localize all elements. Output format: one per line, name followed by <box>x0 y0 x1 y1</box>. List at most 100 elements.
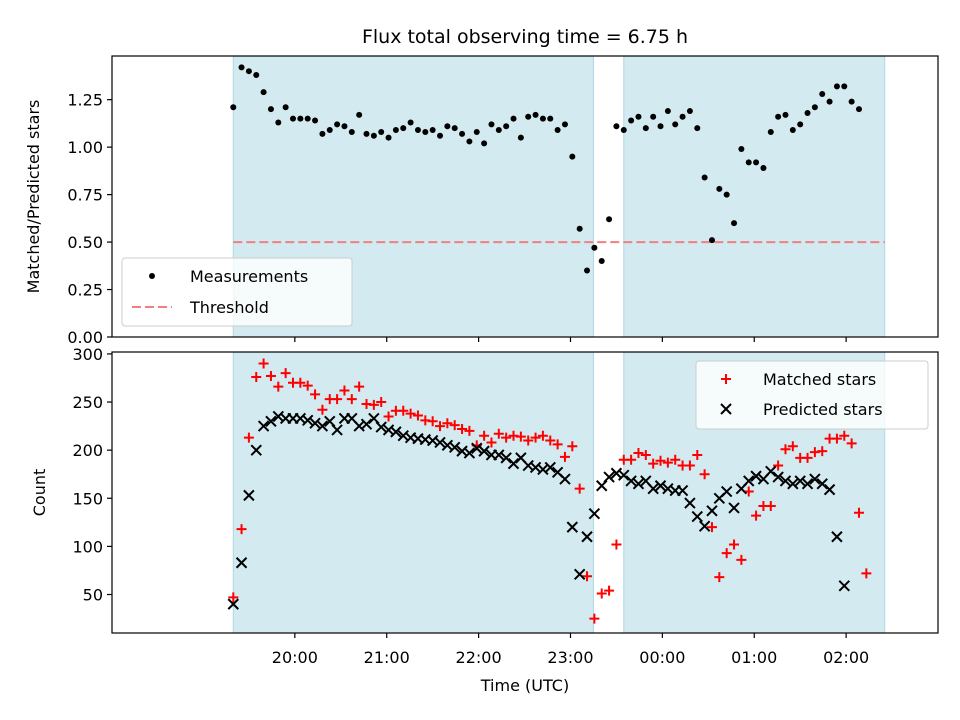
matched-stars-point <box>626 454 637 465</box>
measurement-point <box>775 113 782 120</box>
measurement-point <box>370 132 377 139</box>
measurement-point <box>760 165 767 172</box>
predicted-stars-point <box>603 471 615 483</box>
measurement-point <box>495 127 502 134</box>
y-tick-label: 100 <box>72 537 103 556</box>
count-legend: Matched stars Predicted stars <box>695 360 929 430</box>
measurement-point <box>378 128 385 135</box>
measurement-point <box>848 98 855 105</box>
matched-stars-point <box>648 458 659 469</box>
x-tick-label: 01:00 <box>731 648 777 667</box>
matched-stars-point <box>839 430 850 441</box>
matched-stars-point <box>405 408 416 419</box>
measurement-point <box>833 83 840 90</box>
matched-stars-point <box>280 368 291 379</box>
predicted-stars-point <box>823 483 836 496</box>
measurement-point <box>569 153 576 160</box>
observing-interval-band <box>623 55 886 338</box>
observing-interval-band <box>232 351 594 634</box>
matched-stars-point <box>317 404 328 415</box>
measurement-point <box>517 134 524 141</box>
matched-stars-point <box>412 410 423 421</box>
matched-stars-point <box>846 438 857 449</box>
matched-stars-point <box>611 539 622 550</box>
predicted-stars-point <box>816 478 828 490</box>
count-axes-frame <box>111 351 939 634</box>
measurement-point <box>341 123 348 130</box>
matched-stars-point <box>449 420 460 431</box>
predicted-stars-point <box>647 482 659 495</box>
matched-stars-point <box>574 483 585 494</box>
predicted-stars-point <box>706 505 718 517</box>
predicted-stars-point <box>471 442 483 454</box>
measurement-point <box>738 146 745 153</box>
matched-stars-point <box>346 394 357 405</box>
predicted-stars-point <box>684 497 696 509</box>
measurement-point <box>245 68 252 75</box>
matched-stars-point <box>655 455 666 466</box>
matched-stars-point <box>442 418 453 429</box>
predicted-stars-point <box>750 470 762 482</box>
measurement-point <box>664 108 671 115</box>
matched-stars-point <box>537 430 548 441</box>
measurement-point <box>473 128 480 135</box>
measurement-point <box>591 244 598 251</box>
predicted-stars-point <box>463 447 476 459</box>
x-tick-label: 02:00 <box>823 648 869 667</box>
y-tick-label: 200 <box>72 441 103 460</box>
matched-stars-point <box>435 421 446 432</box>
predicted-stars-point <box>588 507 601 520</box>
predicted-stars-point <box>227 598 239 610</box>
measurement-point <box>826 98 833 105</box>
measurement-point <box>267 106 274 113</box>
matched-stars-point <box>273 381 284 392</box>
measurement-point <box>510 115 517 122</box>
measurement-point <box>547 115 554 122</box>
matched-stars-point <box>265 371 276 382</box>
measurement-point <box>782 111 789 118</box>
matched-stars-point <box>354 381 365 392</box>
measurement-point <box>304 115 311 122</box>
measurement-point <box>642 125 649 132</box>
measurement-point <box>525 113 532 120</box>
measurement-point <box>628 117 635 124</box>
measurement-point <box>708 237 715 244</box>
measurement-point <box>620 127 627 134</box>
measurement-point <box>789 127 796 134</box>
matched-stars-point <box>596 588 607 599</box>
matched-stars-point <box>684 460 695 471</box>
predicted-stars-point <box>265 415 277 427</box>
matched-stars-point <box>258 358 269 369</box>
matched-stars-point <box>582 571 593 582</box>
matched-stars-point <box>817 446 828 457</box>
matched-stars-point <box>670 454 681 465</box>
measurement-point <box>679 113 686 120</box>
matched-stars-point <box>486 437 497 448</box>
predicted-stars-point <box>743 475 755 487</box>
y-tick-label: 250 <box>72 393 103 412</box>
measurement-point <box>444 123 451 130</box>
predicted-stars-point <box>500 452 512 464</box>
measurement-point <box>753 159 760 166</box>
matched-stars-point <box>567 441 578 452</box>
measurement-point <box>804 109 811 116</box>
measurement-point <box>385 134 392 141</box>
predicted-stars-point <box>691 510 703 523</box>
matched-stars-point <box>787 441 798 452</box>
predicted-stars-point <box>728 502 740 514</box>
predicted-stars-point <box>301 414 314 427</box>
predicted-stars-point <box>559 473 571 485</box>
measurement-point <box>855 106 862 113</box>
measurement-point <box>414 127 421 134</box>
legend-predicted-marker <box>720 403 732 415</box>
predicted-stars-point <box>250 444 262 456</box>
measurement-point <box>598 258 605 265</box>
matched-stars-point <box>383 411 394 422</box>
matched-stars-point <box>376 397 387 408</box>
measurement-point <box>723 191 730 198</box>
predicted-stars-point <box>309 417 321 429</box>
predicted-stars-point <box>235 557 248 569</box>
matched-stars-point <box>714 572 725 583</box>
measurement-point <box>811 104 818 111</box>
measurement-point <box>767 128 774 135</box>
